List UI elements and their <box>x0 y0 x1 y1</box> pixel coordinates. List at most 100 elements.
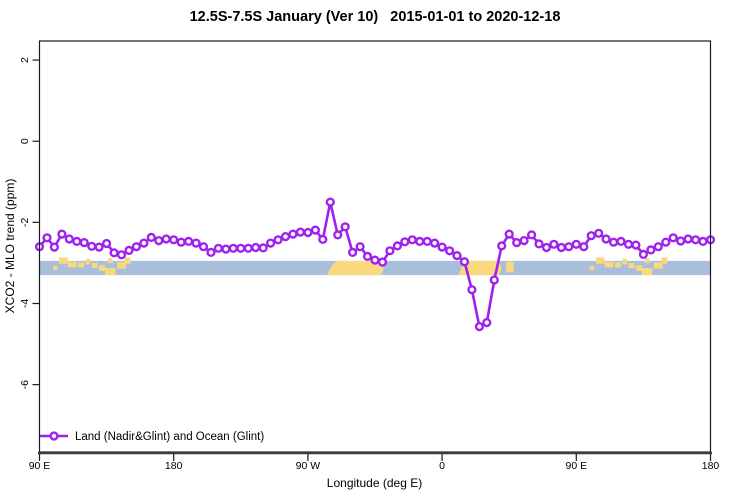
map-band-layer <box>39 257 711 276</box>
legend-marker-icon <box>49 431 59 441</box>
data-point <box>467 285 477 295</box>
data-point <box>653 242 663 252</box>
data-point <box>661 237 671 247</box>
data-point <box>623 239 634 249</box>
data-point <box>355 242 365 252</box>
data-point <box>198 242 209 252</box>
data-point <box>318 234 328 245</box>
data-point <box>169 235 179 245</box>
data-point <box>594 228 604 238</box>
data-point <box>280 232 291 242</box>
data-point <box>512 238 522 248</box>
data-point <box>42 233 52 243</box>
data-point <box>459 257 470 267</box>
data-point <box>87 241 97 251</box>
data-point <box>430 238 440 248</box>
data-point <box>340 222 350 232</box>
data-point <box>310 225 321 235</box>
data-point <box>109 248 119 258</box>
data-point <box>131 242 142 252</box>
y-axis-label: XCO2 - MLO trend (ppm) <box>3 179 17 314</box>
data-point <box>676 236 686 246</box>
data-point <box>392 241 403 251</box>
data-point <box>579 242 589 252</box>
land-patch <box>458 260 502 276</box>
data-point <box>236 243 246 253</box>
data-point <box>362 251 373 262</box>
data-point <box>266 238 276 248</box>
data-point <box>497 241 507 251</box>
data-point <box>638 249 649 260</box>
x-tick-label: 90 E <box>29 460 51 472</box>
data-point <box>154 236 164 246</box>
data-point <box>94 242 104 252</box>
island-fleck <box>589 265 595 271</box>
data-point <box>243 243 253 253</box>
data-point <box>228 243 238 253</box>
data-point <box>437 242 447 252</box>
data-point <box>64 234 74 244</box>
data-point <box>683 234 693 244</box>
y-tick-label: -2 <box>19 218 31 227</box>
island-fleck <box>595 257 605 264</box>
data-point <box>668 233 678 243</box>
data-point <box>646 245 656 255</box>
data-point <box>206 247 216 258</box>
island-fleck <box>124 257 131 264</box>
axes-layer: 90 E 180 90 W 0 90 E 180 2 0 -2 -4 -6 <box>19 40 720 472</box>
data-point <box>377 257 388 267</box>
data-point <box>176 237 186 247</box>
data-point <box>146 232 156 243</box>
data-point <box>534 239 544 249</box>
y-tick-label: 2 <box>19 57 31 63</box>
data-point <box>333 230 343 240</box>
data-point <box>79 238 89 248</box>
data-point <box>124 245 134 256</box>
data-point <box>452 251 462 261</box>
x-tick-label: 0 <box>439 460 445 472</box>
data-point <box>303 227 313 238</box>
data-point <box>407 235 417 245</box>
island-fleck <box>108 258 113 264</box>
data-point <box>57 229 67 239</box>
legend-label: Land (Nadir&Glint) and Ocean (Glint) <box>75 431 264 443</box>
land-patch <box>506 261 514 273</box>
x-tick-label: 90 E <box>565 460 587 472</box>
land-patch <box>327 260 384 276</box>
island-fleck <box>635 265 642 271</box>
island-fleck <box>99 265 106 271</box>
data-point <box>556 242 567 253</box>
x-tick-label: 180 <box>165 460 183 472</box>
y-tick-label: -4 <box>19 299 31 308</box>
data-point <box>72 236 82 247</box>
chart-title: 12.5S-7.5S January (Ver 10) 2015-01-01 t… <box>189 9 561 25</box>
data-point <box>251 242 261 253</box>
data-point <box>400 237 410 247</box>
data-point <box>445 246 455 256</box>
island-fleck <box>105 268 116 276</box>
island-fleck <box>653 262 663 269</box>
island-fleck <box>85 258 91 265</box>
island-fleck <box>52 265 58 271</box>
island-fleck <box>641 268 653 276</box>
data-point <box>504 229 514 239</box>
data-point <box>541 242 552 253</box>
data-point <box>601 234 611 244</box>
island-fleck <box>78 262 85 268</box>
data-point <box>608 237 619 247</box>
data-point <box>213 243 224 253</box>
data-point <box>258 243 268 253</box>
x-axis-label: Longitude (deg E) <box>327 476 422 490</box>
data-point <box>101 238 112 249</box>
y-tick-label: 0 <box>19 138 31 144</box>
x-tick-label: 180 <box>702 460 720 472</box>
legend: Land (Nadir&Glint) and Ocean (Glint) <box>40 431 264 443</box>
data-point <box>482 318 492 328</box>
data-point <box>571 239 581 249</box>
island-fleck <box>622 258 627 265</box>
data-point <box>519 236 529 246</box>
island-fleck <box>117 262 126 269</box>
data-point <box>184 236 194 247</box>
